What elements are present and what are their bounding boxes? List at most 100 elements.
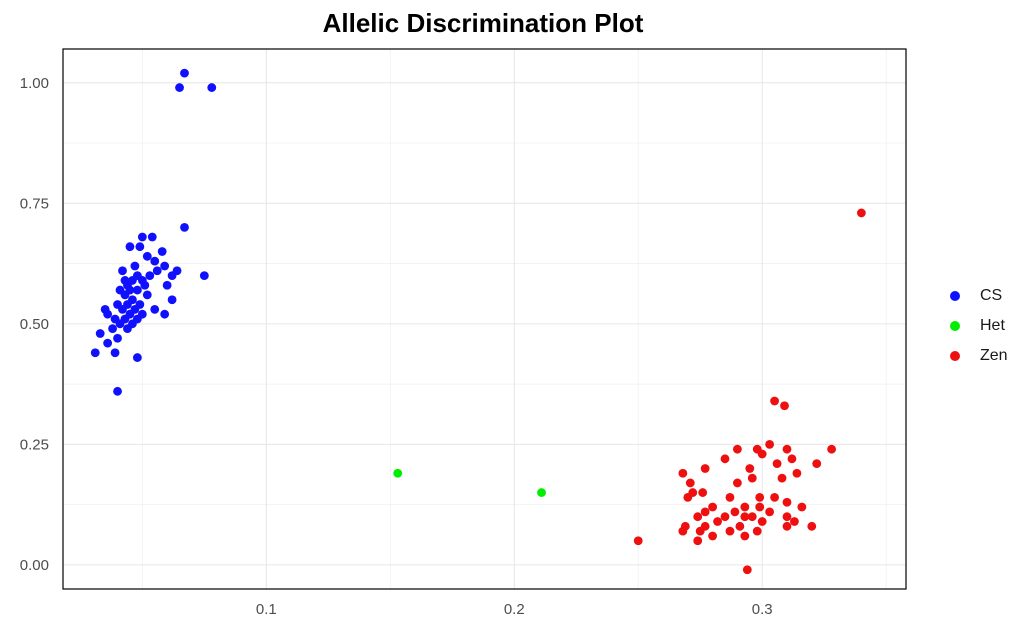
data-point (150, 304, 160, 314)
x-axis-ticks: 0.1 0.2 0.3 (256, 601, 773, 618)
data-point (725, 526, 735, 536)
data-point (695, 526, 705, 536)
data-point (180, 222, 189, 232)
data-point (95, 329, 105, 338)
x-tick-label: 0.3 (752, 601, 773, 618)
data-point (807, 521, 817, 531)
legend: CS Het Zen (950, 281, 1008, 371)
data-point (782, 521, 792, 531)
data-point (90, 348, 100, 358)
data-point (755, 502, 765, 512)
data-point (740, 502, 750, 512)
data-point (733, 478, 742, 488)
data-point (118, 304, 127, 314)
data-point (132, 353, 142, 362)
data-point (787, 454, 797, 464)
data-point (137, 232, 147, 242)
legend-marker (950, 321, 960, 331)
data-point (790, 517, 799, 526)
data-point (782, 444, 792, 454)
data-point (135, 242, 145, 252)
data-point (708, 531, 718, 541)
data-point (708, 502, 718, 512)
data-point (698, 488, 708, 497)
data-point (720, 512, 730, 522)
data-point (140, 280, 150, 290)
data-point (157, 247, 167, 256)
data-point (120, 290, 130, 300)
data-point (730, 507, 740, 517)
data-point (740, 531, 750, 541)
data-point (782, 497, 792, 507)
data-point (683, 492, 693, 502)
data-points (90, 68, 866, 575)
data-point (693, 536, 703, 546)
data-point (733, 444, 742, 454)
data-point (175, 83, 184, 92)
data-point (160, 261, 170, 271)
data-point (782, 512, 792, 522)
data-point (755, 492, 765, 502)
data-point (742, 565, 752, 575)
data-point (199, 271, 209, 281)
data-point (745, 464, 755, 473)
data-point (125, 242, 135, 252)
series-cs (90, 68, 217, 396)
legend-marker (950, 291, 960, 301)
data-point (740, 512, 750, 522)
legend-label: CS (980, 287, 1003, 304)
legend-item-het: Het (950, 311, 1008, 341)
data-point (765, 507, 775, 517)
data-point (725, 492, 735, 502)
data-point (207, 83, 217, 92)
legend-label: Zen (980, 347, 1008, 364)
data-point (180, 68, 189, 78)
data-point (113, 386, 122, 396)
y-tick-label: 1.00 (20, 75, 49, 92)
data-point (115, 319, 125, 329)
y-tick-label: 0.75 (20, 195, 49, 212)
data-point (713, 517, 722, 526)
data-point (772, 459, 782, 469)
data-point (780, 401, 789, 411)
data-point (160, 309, 170, 319)
data-point (720, 454, 730, 464)
data-point (162, 280, 172, 290)
data-point (103, 309, 113, 319)
plot-border (62, 48, 907, 590)
legend-item-cs: CS (950, 281, 1008, 311)
data-point (752, 526, 762, 536)
x-tick-label: 0.2 (504, 601, 525, 618)
data-point (770, 492, 779, 502)
data-point (812, 459, 822, 469)
data-point (123, 324, 132, 334)
data-point (110, 348, 120, 358)
data-point (827, 444, 837, 454)
legend-label: Het (980, 317, 1005, 334)
y-tick-label: 0.50 (20, 316, 49, 333)
data-point (152, 266, 162, 276)
legend-marker (950, 351, 960, 361)
data-point (700, 507, 710, 517)
chart-title: Allelic Discrimination Plot (322, 8, 644, 38)
y-axis-ticks: 0.00 0.25 0.50 0.75 1.00 (20, 75, 49, 574)
data-point (693, 512, 703, 522)
data-point (633, 536, 643, 546)
data-point (167, 295, 177, 305)
data-point (747, 473, 757, 483)
data-point (747, 512, 757, 522)
series-het (393, 468, 546, 497)
legend-item-zen: Zen (950, 341, 1008, 371)
data-point (167, 271, 177, 281)
data-point (777, 473, 787, 483)
data-point (757, 449, 767, 459)
series-zen (633, 208, 866, 575)
y-tick-label: 0.25 (20, 436, 49, 453)
grid-minor (63, 49, 906, 589)
data-point (108, 324, 117, 334)
y-tick-label: 0.00 (20, 557, 49, 574)
data-point (145, 271, 155, 281)
data-point (113, 333, 122, 343)
